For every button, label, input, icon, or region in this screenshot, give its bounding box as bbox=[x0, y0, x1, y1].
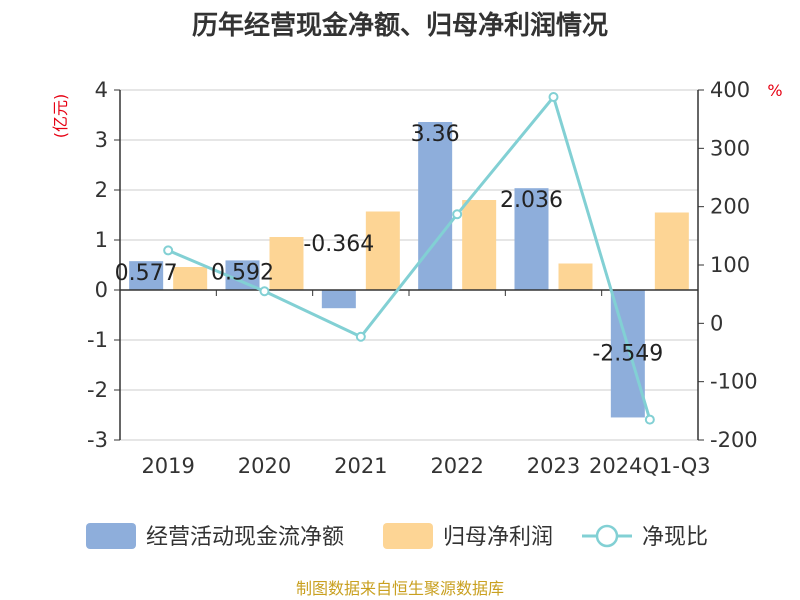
left-tick-label: -2 bbox=[87, 378, 108, 402]
x-tick-label: 2022 bbox=[430, 454, 483, 478]
bar bbox=[558, 263, 593, 290]
data-label: -0.364 bbox=[303, 232, 374, 257]
line-point bbox=[355, 331, 366, 342]
source-footer: 制图数据来自恒生聚源数据库 bbox=[296, 579, 504, 598]
right-tick-label: 300 bbox=[710, 136, 750, 160]
right-axis-unit: % bbox=[767, 81, 782, 100]
gridlines bbox=[120, 89, 698, 441]
bar bbox=[269, 237, 304, 290]
right-tick-label: -100 bbox=[710, 370, 758, 394]
right-tick-label: 400 bbox=[710, 78, 750, 102]
data-label: 0.577 bbox=[115, 261, 178, 286]
bar bbox=[365, 211, 400, 290]
legend-label: 净现比 bbox=[642, 525, 708, 550]
right-tick-label: -200 bbox=[710, 428, 758, 452]
left-axis-unit: (亿元) bbox=[51, 94, 70, 139]
line-point bbox=[259, 286, 270, 297]
left-tick-label: -3 bbox=[87, 428, 108, 452]
left-tick-label: 2 bbox=[95, 178, 108, 202]
bars bbox=[129, 122, 689, 418]
bar bbox=[129, 261, 164, 290]
ratio-line bbox=[163, 92, 655, 425]
legend: 经营活动现金流净额 归母净利润 净现比 bbox=[86, 523, 708, 550]
legend-swatch bbox=[86, 523, 136, 549]
left-tick-label: 0 bbox=[95, 278, 108, 302]
line-point bbox=[452, 209, 463, 220]
data-label: -2.549 bbox=[592, 341, 663, 366]
data-labels: 0.577 0.592 -0.364 3.36 2.036 -2.549 bbox=[115, 122, 664, 366]
bar bbox=[654, 212, 689, 290]
left-tick-label: 3 bbox=[95, 128, 108, 152]
x-tick-label: 2023 bbox=[527, 454, 580, 478]
data-label: 3.36 bbox=[411, 122, 460, 147]
right-tick-label: 200 bbox=[710, 195, 750, 219]
left-tick-label: 4 bbox=[95, 78, 108, 102]
line-point bbox=[548, 92, 559, 102]
bar bbox=[225, 260, 260, 290]
bar bbox=[418, 122, 453, 290]
x-tick-label: 2024Q1-Q3 bbox=[589, 454, 711, 478]
data-label: 2.036 bbox=[500, 188, 563, 213]
data-label: 0.592 bbox=[211, 260, 274, 285]
right-tick-label: 0 bbox=[710, 311, 723, 335]
bar bbox=[321, 290, 356, 309]
legend-marker bbox=[595, 524, 619, 548]
legend-label: 归母净利润 bbox=[443, 525, 553, 550]
bar bbox=[514, 188, 549, 290]
right-tick-label: 100 bbox=[710, 253, 750, 277]
ratio-line-path bbox=[167, 93, 652, 421]
bar bbox=[173, 267, 208, 290]
chart-title: 历年经营现金净额、归母净利润情况 bbox=[192, 10, 608, 41]
axes: 4 3 2 1 0 -1 -2 -3 400 300 200 100 0 -100 -200 2019 2020… bbox=[87, 78, 758, 478]
left-tick-label: 1 bbox=[95, 228, 108, 252]
legend-swatch bbox=[383, 523, 433, 549]
line-point bbox=[163, 245, 174, 256]
x-tick-label: 2019 bbox=[141, 454, 194, 478]
line-point bbox=[644, 414, 655, 425]
x-tick-label: 2020 bbox=[238, 454, 291, 478]
bar bbox=[462, 200, 497, 290]
legend-label: 经营活动现金流净额 bbox=[146, 525, 344, 550]
left-tick-label: -1 bbox=[87, 328, 108, 352]
x-tick-label: 2021 bbox=[334, 454, 387, 478]
